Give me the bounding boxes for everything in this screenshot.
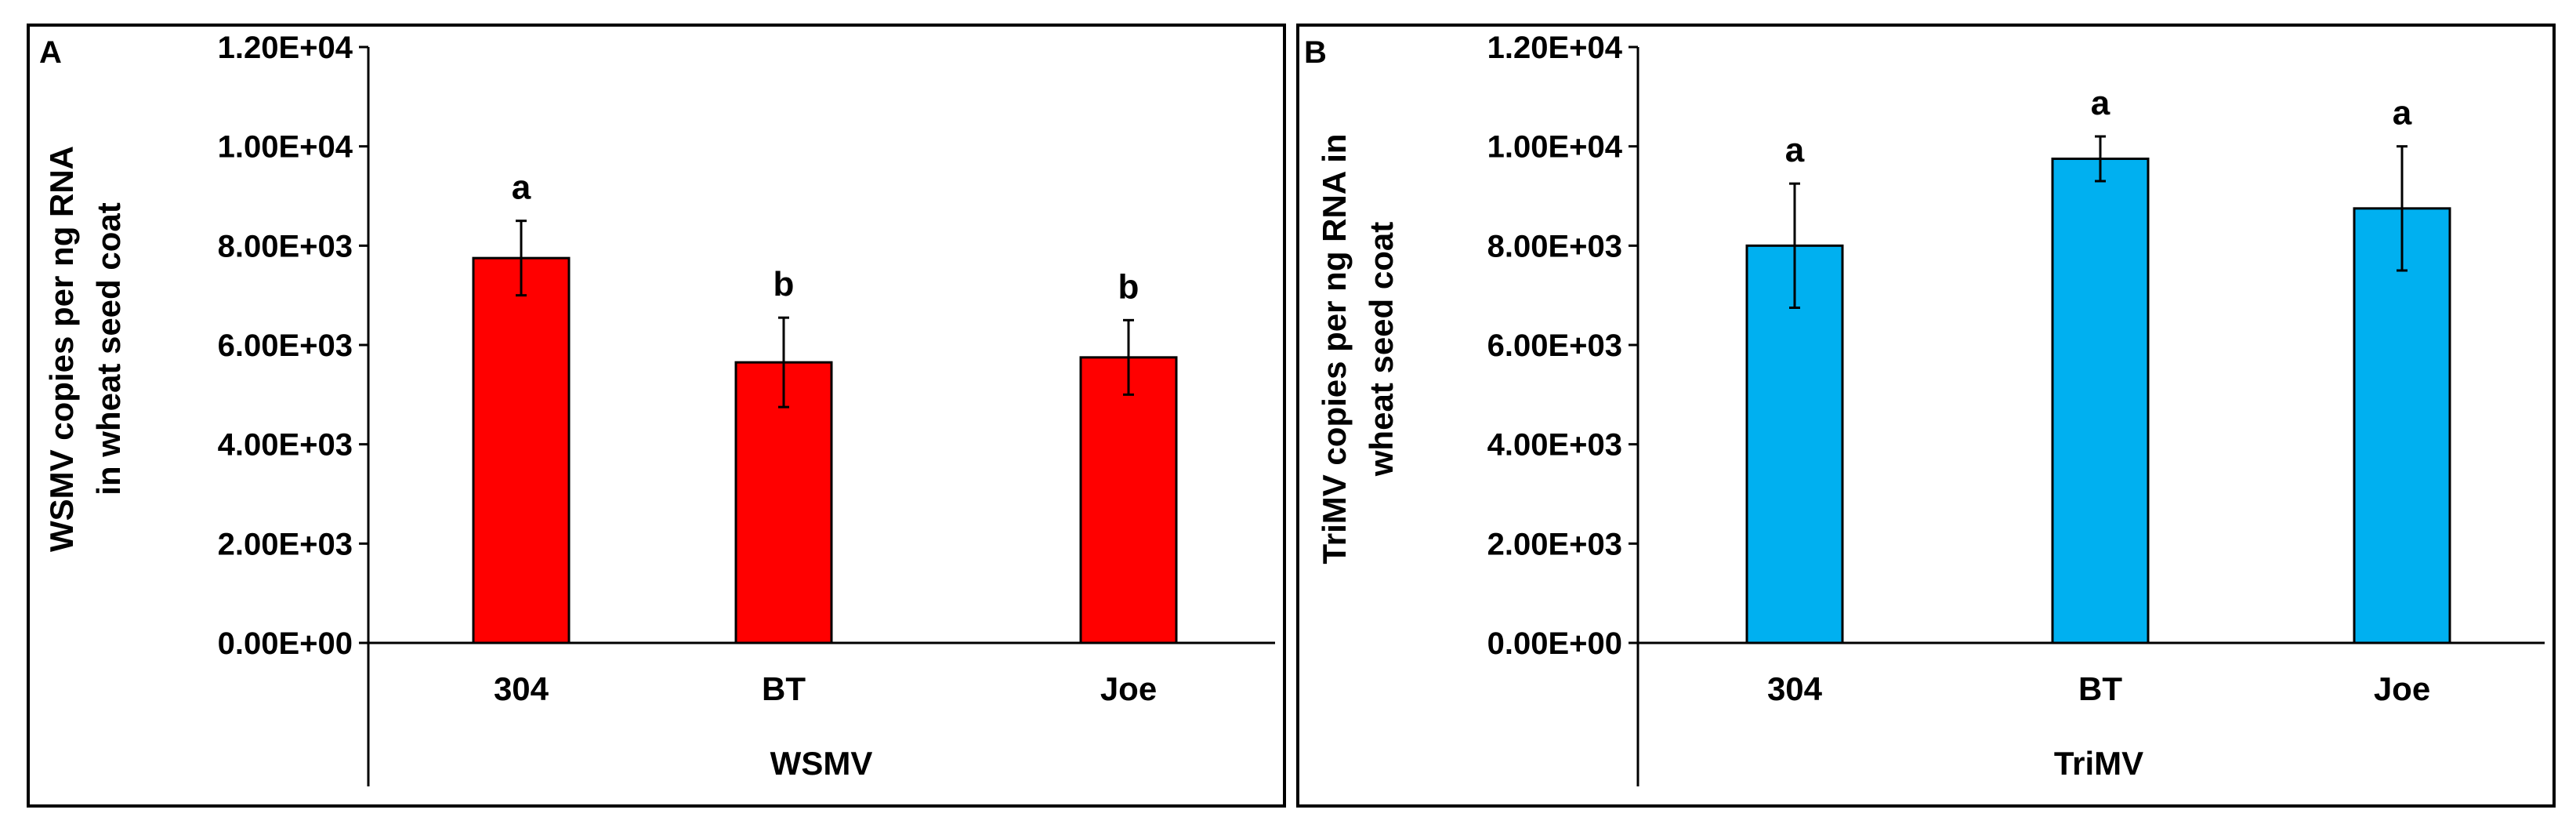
panel-b-category-label: 304 bbox=[1767, 670, 1823, 707]
panel-b: B TriMV copies per ng RNA in wheat seed … bbox=[1296, 24, 2556, 808]
panel-b-ytick-label: 2.00E+03 bbox=[1487, 527, 1622, 561]
panel-b-ytick-label: 8.00E+03 bbox=[1487, 229, 1622, 263]
panel-b-ylabel-line2: wheat seed coat bbox=[1363, 222, 1400, 477]
panel-b-xlabel: TriMV bbox=[2054, 745, 2143, 782]
panel-a-sig-letter: b bbox=[1118, 267, 1139, 306]
panel-a-bar-joe bbox=[1079, 356, 1178, 644]
panel-a-category-label: 304 bbox=[494, 670, 549, 707]
panel-b-ytick-label: 4.00E+03 bbox=[1487, 428, 1622, 463]
panel-b-ytick-label: 1.00E+04 bbox=[1487, 130, 1623, 165]
panel-a: A WSMV copies per ng RNA in wheat seed c… bbox=[27, 24, 1286, 808]
panel-a-ytick-label: 2.00E+03 bbox=[218, 527, 353, 561]
panel-a-xlabel: WSMV bbox=[770, 745, 873, 782]
panel-a-ytick-label: 1.20E+04 bbox=[218, 31, 353, 65]
panel-b-ytick-label: 0.00E+00 bbox=[1487, 626, 1622, 661]
panel-b-bar-joe bbox=[2353, 207, 2451, 644]
panel-a-ylabel-line1: WSMV copies per ng RNA bbox=[43, 146, 80, 552]
panel-b-ytick-label: 6.00E+03 bbox=[1487, 329, 1622, 363]
panel-a-bar-bt bbox=[734, 361, 833, 644]
panel-a-label: A bbox=[39, 35, 62, 70]
panel-b-sig-letter: a bbox=[2393, 94, 2412, 133]
panel-a-sig-letter: a bbox=[512, 169, 531, 207]
panel-a-ytick-label: 4.00E+03 bbox=[218, 428, 353, 463]
panel-b-sig-letter: a bbox=[2091, 84, 2110, 122]
panel-a-ytick-label: 8.00E+03 bbox=[218, 229, 353, 263]
panel-a-category-label: BT bbox=[762, 670, 806, 707]
panel-a-bar-304 bbox=[472, 256, 571, 644]
panel-b-label: B bbox=[1304, 35, 1327, 70]
panel-a-ylabel-line2: in wheat seed coat bbox=[90, 202, 127, 495]
panel-a-ytick-label: 1.00E+04 bbox=[218, 130, 353, 165]
panel-a-ytick-label: 0.00E+00 bbox=[218, 626, 353, 661]
panel-b-bar-bt bbox=[2051, 158, 2150, 644]
panel-a-ytick-label: 6.00E+03 bbox=[218, 329, 353, 363]
panel-b-category-label: Joe bbox=[2374, 670, 2430, 707]
panel-a-category-label: Joe bbox=[1100, 670, 1157, 707]
panel-b-frame bbox=[1296, 24, 2556, 808]
panel-a-sig-letter: b bbox=[774, 265, 795, 303]
panel-b-ylabel-line1: TriMV copies per ng RNA in bbox=[1316, 133, 1353, 564]
panel-b-category-label: BT bbox=[2078, 670, 2122, 707]
panel-a-frame bbox=[27, 24, 1286, 808]
panel-b-sig-letter: a bbox=[1785, 131, 1805, 169]
panel-b-ytick-label: 1.20E+04 bbox=[1487, 31, 1623, 65]
